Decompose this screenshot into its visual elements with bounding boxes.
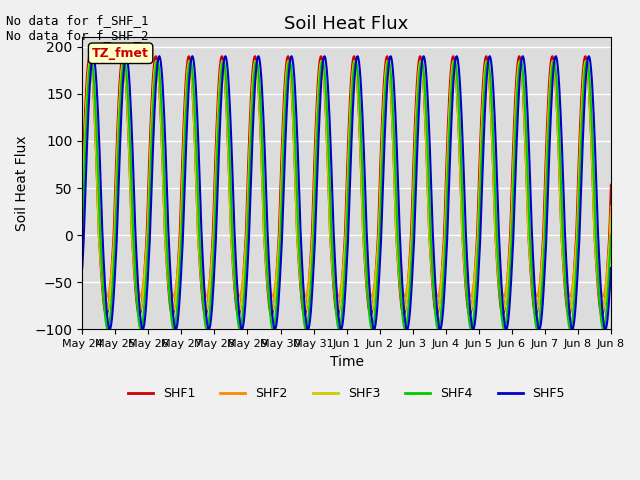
Legend: SHF1, SHF2, SHF3, SHF4, SHF5: SHF1, SHF2, SHF3, SHF4, SHF5 (123, 382, 570, 405)
Text: No data for f_SHF_1
No data for f_SHF_2: No data for f_SHF_1 No data for f_SHF_2 (6, 14, 149, 42)
Y-axis label: Soil Heat Flux: Soil Heat Flux (15, 135, 29, 231)
X-axis label: Time: Time (330, 355, 364, 369)
Title: Soil Heat Flux: Soil Heat Flux (285, 15, 409, 33)
Text: TZ_fmet: TZ_fmet (92, 47, 149, 60)
